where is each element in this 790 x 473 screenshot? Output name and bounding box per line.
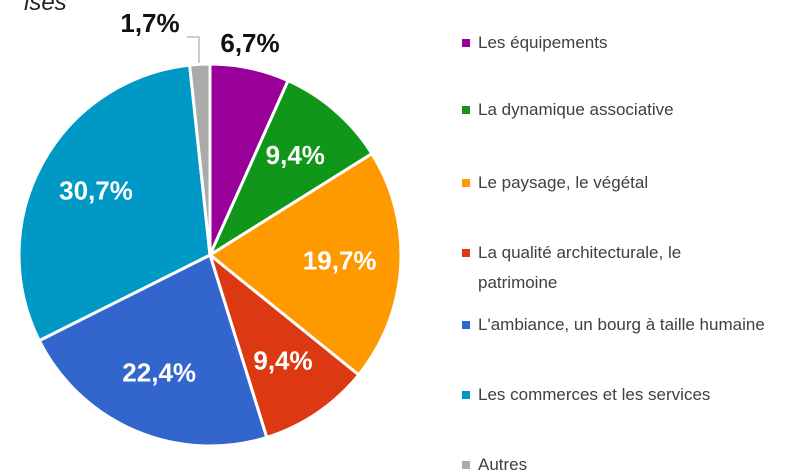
chart-title: ises xyxy=(24,0,67,16)
data-label: 30,7% xyxy=(59,176,133,206)
legend-label: Les commerces et les services xyxy=(478,385,711,404)
legend-label: La qualité architecturale, le patrimoine xyxy=(478,243,682,292)
legend-item: Les équipements xyxy=(462,28,782,58)
pie-slice xyxy=(37,252,269,448)
pie-slice xyxy=(207,250,361,440)
legend-swatch xyxy=(462,39,470,47)
data-label: 1,7% xyxy=(120,8,179,38)
legend-swatch xyxy=(462,106,470,114)
legend-label: Autres xyxy=(478,455,528,473)
legend-item: Autres xyxy=(462,450,782,473)
pie-slice xyxy=(207,151,403,377)
legend-swatch xyxy=(462,249,470,257)
legend-swatch xyxy=(462,321,470,329)
legend-item: La dynamique associative xyxy=(462,95,782,125)
pie-slice xyxy=(206,78,374,259)
pie-slice xyxy=(17,63,212,343)
legend-item: L'ambiance, un bourg à taille humaine xyxy=(462,310,782,340)
data-label: 9,4% xyxy=(253,345,312,375)
leader-line xyxy=(187,36,200,68)
legend-swatch xyxy=(462,391,470,399)
legend-label: L'ambiance, un bourg à taille humaine xyxy=(478,315,765,334)
pie-slice xyxy=(187,62,212,256)
legend-label: Le paysage, le végétal xyxy=(478,173,649,192)
legend-label: La dynamique associative xyxy=(478,100,674,119)
legend-swatch xyxy=(462,461,470,469)
legend-label: Les équipements xyxy=(478,33,608,52)
data-label: 9,4% xyxy=(266,140,325,170)
legend-item: Les commerces et les services xyxy=(462,380,782,410)
legend-swatch xyxy=(462,179,470,187)
data-label: 19,7% xyxy=(303,246,377,276)
data-label: 6,7% xyxy=(220,28,279,58)
legend-item: Le paysage, le végétal xyxy=(462,168,782,198)
data-label: 22,4% xyxy=(122,357,196,387)
legend-item: La qualité architecturale, le patrimoine xyxy=(462,238,782,298)
